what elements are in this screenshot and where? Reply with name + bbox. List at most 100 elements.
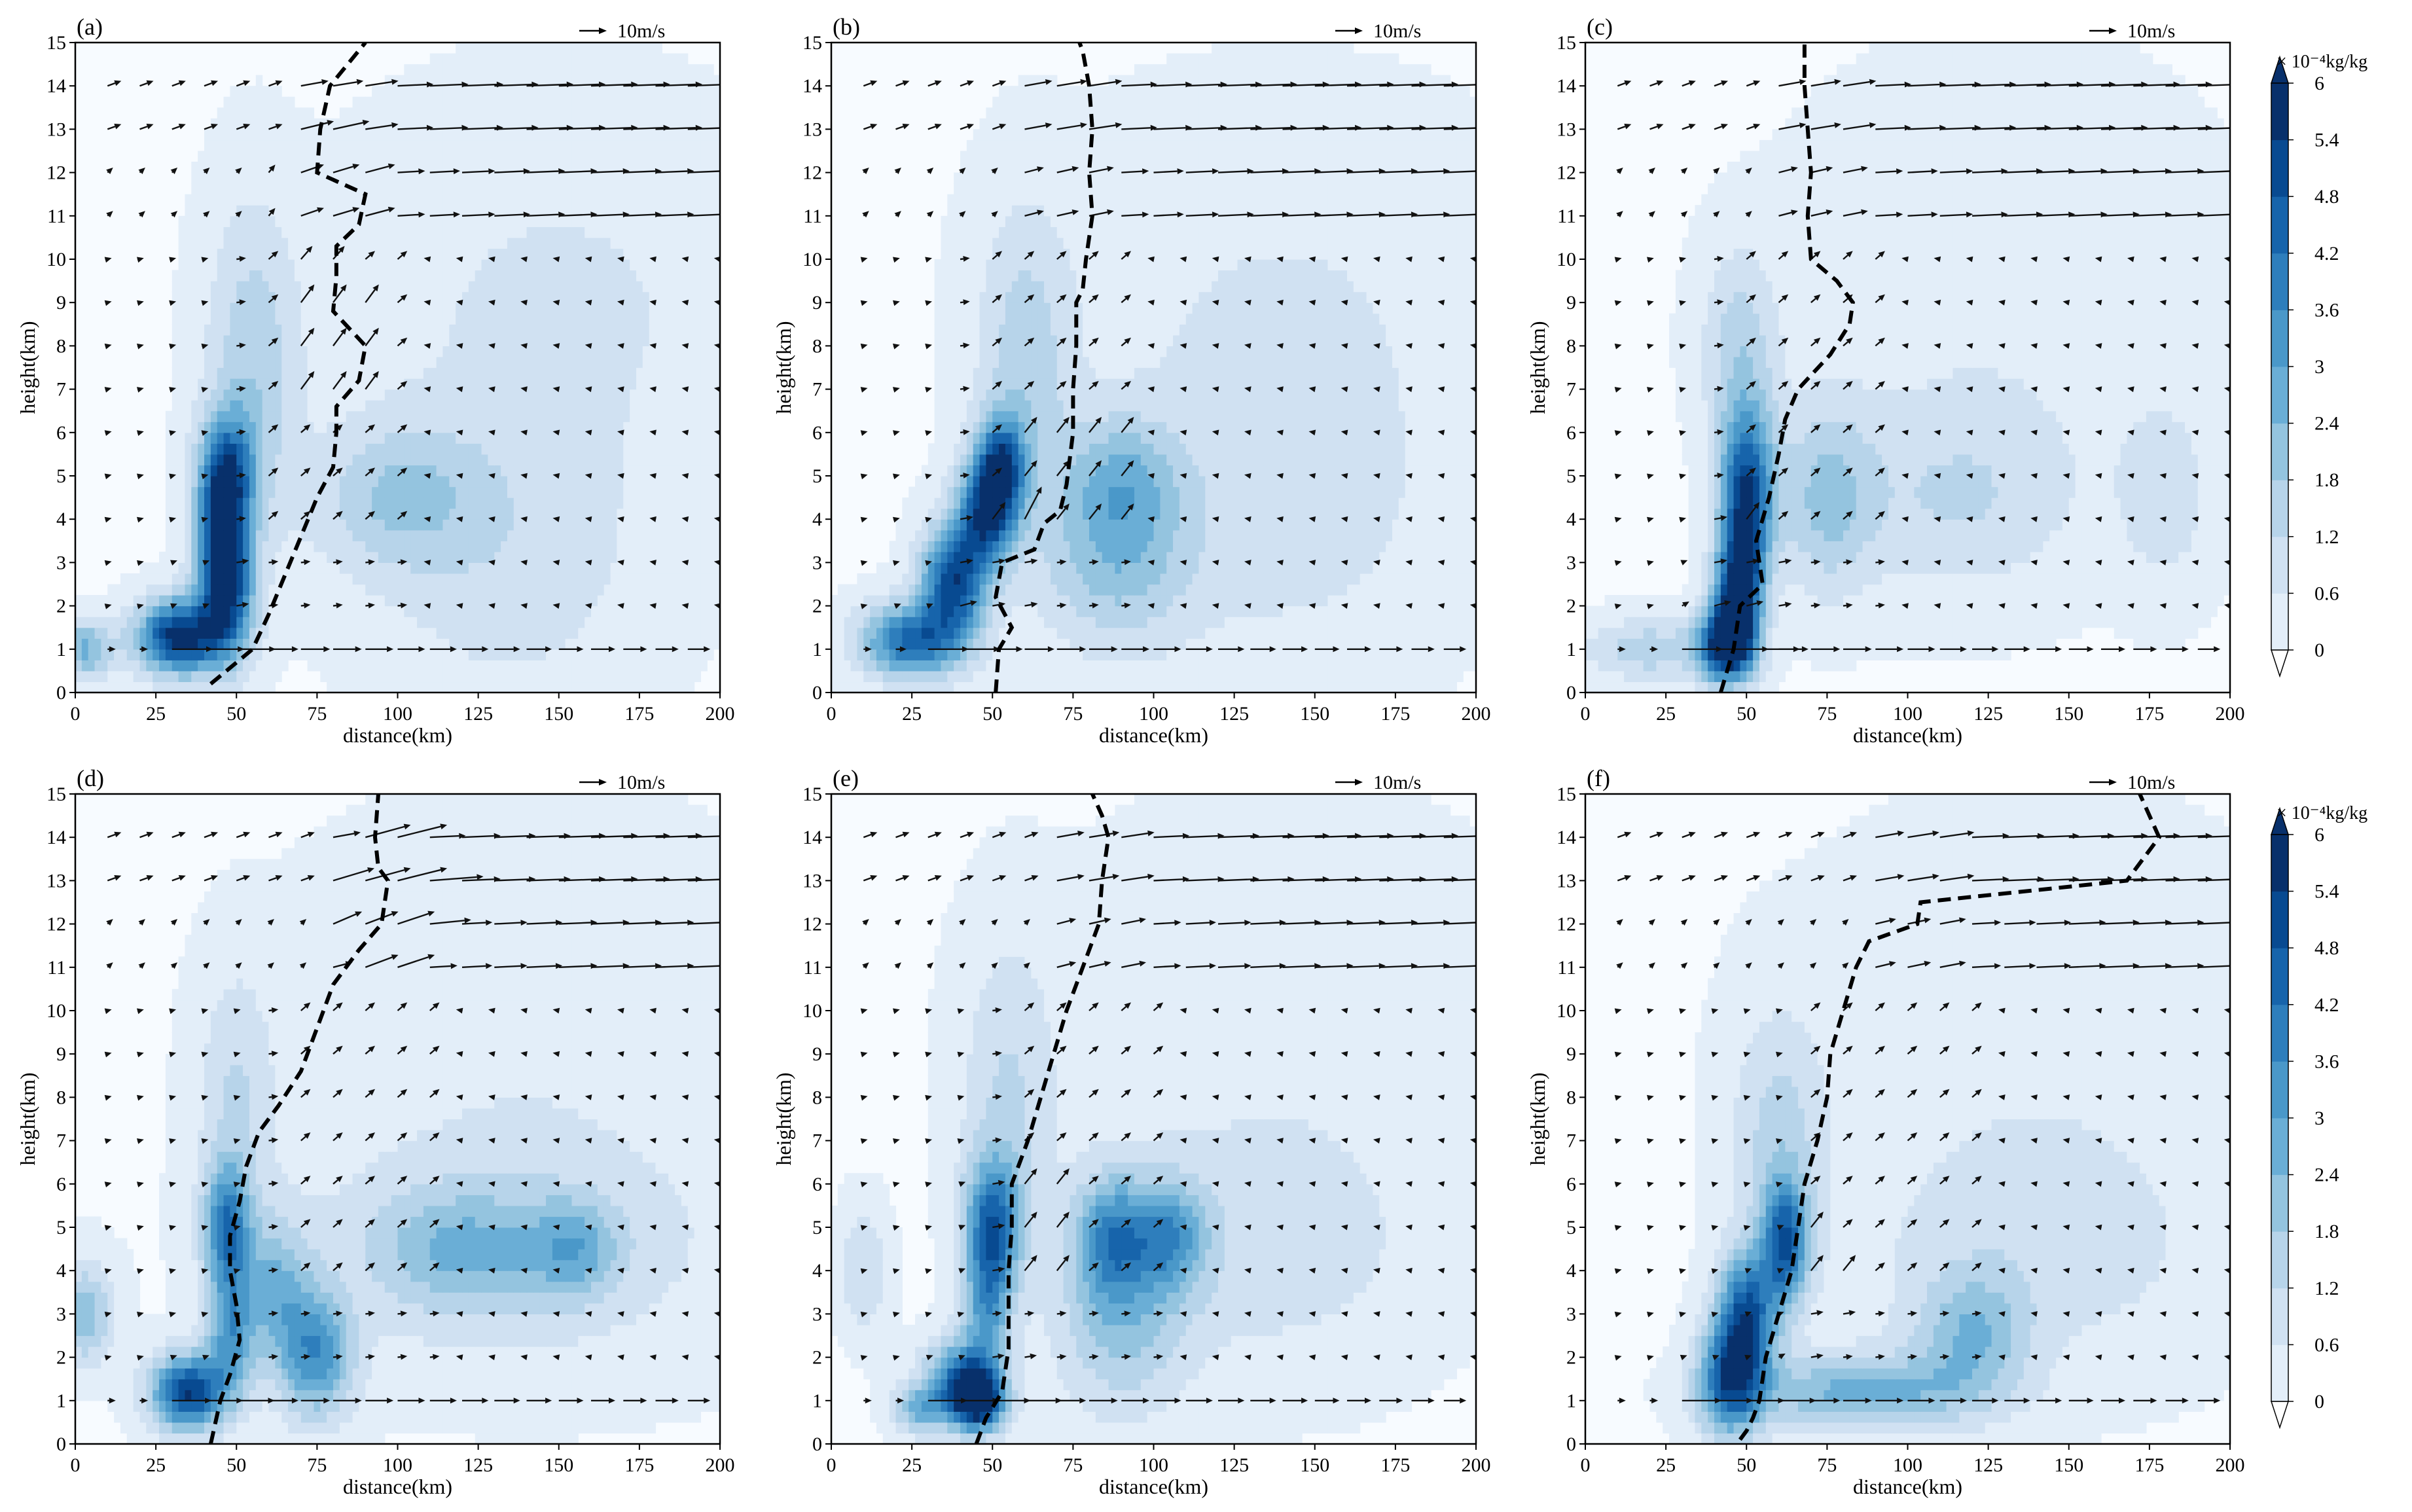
contour-cell	[397, 530, 405, 541]
contour-cell	[475, 432, 482, 444]
contour-cell	[107, 627, 115, 639]
contour-cell	[320, 486, 327, 498]
contour-cell	[713, 75, 720, 86]
contour-cell	[300, 605, 308, 617]
contour-cell	[585, 670, 592, 683]
contour-cell	[565, 302, 573, 314]
contour-cell	[623, 617, 630, 628]
contour-cell	[475, 573, 482, 585]
contour-cell	[558, 270, 566, 281]
contour-cell	[694, 313, 702, 325]
contour-cell	[539, 237, 547, 249]
contour-cell	[675, 422, 682, 433]
contour-cell	[384, 573, 392, 585]
contour-cell	[610, 389, 617, 401]
contour-cell	[288, 226, 295, 238]
contour-cell	[346, 660, 353, 672]
contour-cell	[210, 605, 218, 617]
contour-cell	[494, 313, 501, 325]
contour-cell	[565, 443, 573, 455]
contour-cell	[642, 432, 650, 444]
contour-cell	[655, 215, 662, 227]
contour-cell	[494, 172, 501, 184]
contour-cell	[230, 334, 237, 346]
contour-cell	[198, 302, 205, 314]
contour-cell	[662, 96, 669, 108]
contour-cell	[436, 605, 444, 617]
contour-cell	[262, 96, 270, 108]
contour-cell	[558, 64, 566, 76]
contour-cell	[462, 270, 469, 281]
contour-cell	[255, 96, 263, 108]
contour-cell	[675, 681, 682, 693]
contour-cell	[436, 346, 444, 357]
contour-cell	[436, 302, 444, 314]
contour-cell	[520, 237, 528, 249]
contour-cell	[249, 151, 257, 162]
contour-cell	[404, 530, 411, 541]
contour-cell	[662, 313, 669, 325]
contour-cell	[204, 681, 211, 693]
contour-cell	[707, 215, 714, 227]
contour-cell	[372, 107, 379, 119]
contour-cell	[436, 291, 444, 303]
contour-cell	[558, 595, 566, 607]
contour-cell	[442, 64, 450, 76]
contour-cell	[539, 205, 547, 217]
contour-cell	[449, 605, 456, 617]
contour-cell	[694, 162, 702, 173]
contour-cell	[655, 324, 662, 336]
contour-cell	[139, 617, 147, 628]
contour-cell	[591, 541, 598, 552]
contour-cell	[346, 346, 353, 357]
contour-cell	[591, 237, 598, 249]
contour-cell	[597, 270, 605, 281]
contour-cell	[294, 627, 302, 639]
contour-cell	[501, 681, 508, 693]
contour-cell	[649, 226, 657, 238]
contour-cell	[610, 151, 617, 162]
contour-cell	[384, 476, 392, 488]
contour-cell	[571, 530, 579, 541]
contour-cell	[597, 334, 605, 346]
contour-cell	[165, 562, 173, 574]
contour-cell	[404, 454, 411, 466]
contour-cell	[275, 443, 282, 455]
contour-cell	[694, 183, 702, 195]
contour-cell	[636, 172, 643, 184]
contour-cell	[288, 346, 295, 357]
contour-cell	[314, 573, 321, 585]
contour-cell	[262, 562, 270, 574]
contour-cell	[230, 205, 237, 217]
contour-cell	[243, 476, 250, 488]
contour-cell	[539, 334, 547, 346]
contour-cell	[456, 367, 463, 379]
contour-cell	[520, 595, 528, 607]
contour-cell	[249, 497, 257, 509]
contour-cell	[578, 64, 585, 76]
contour-cell	[713, 519, 720, 531]
contour-cell	[191, 367, 198, 379]
contour-cell	[327, 194, 334, 206]
contour-cell	[617, 183, 624, 195]
contour-cell	[610, 465, 617, 477]
contour-cell	[307, 400, 315, 412]
contour-cell	[417, 617, 424, 628]
contour-cell	[359, 172, 366, 184]
contour-cell	[623, 139, 630, 152]
contour-cell	[565, 465, 573, 477]
contour-cell	[558, 497, 566, 509]
contour-cell	[687, 465, 695, 477]
contour-cell	[513, 215, 521, 227]
contour-cell	[423, 670, 431, 683]
contour-cell	[546, 356, 553, 369]
contour-cell	[552, 172, 560, 184]
contour-cell	[571, 595, 579, 607]
contour-cell	[475, 129, 482, 141]
contour-cell	[236, 681, 243, 693]
contour-cell	[384, 627, 392, 639]
contour-cell	[475, 291, 482, 303]
contour-cell	[346, 172, 353, 184]
contour-cell	[372, 183, 379, 195]
contour-cell	[630, 162, 637, 173]
